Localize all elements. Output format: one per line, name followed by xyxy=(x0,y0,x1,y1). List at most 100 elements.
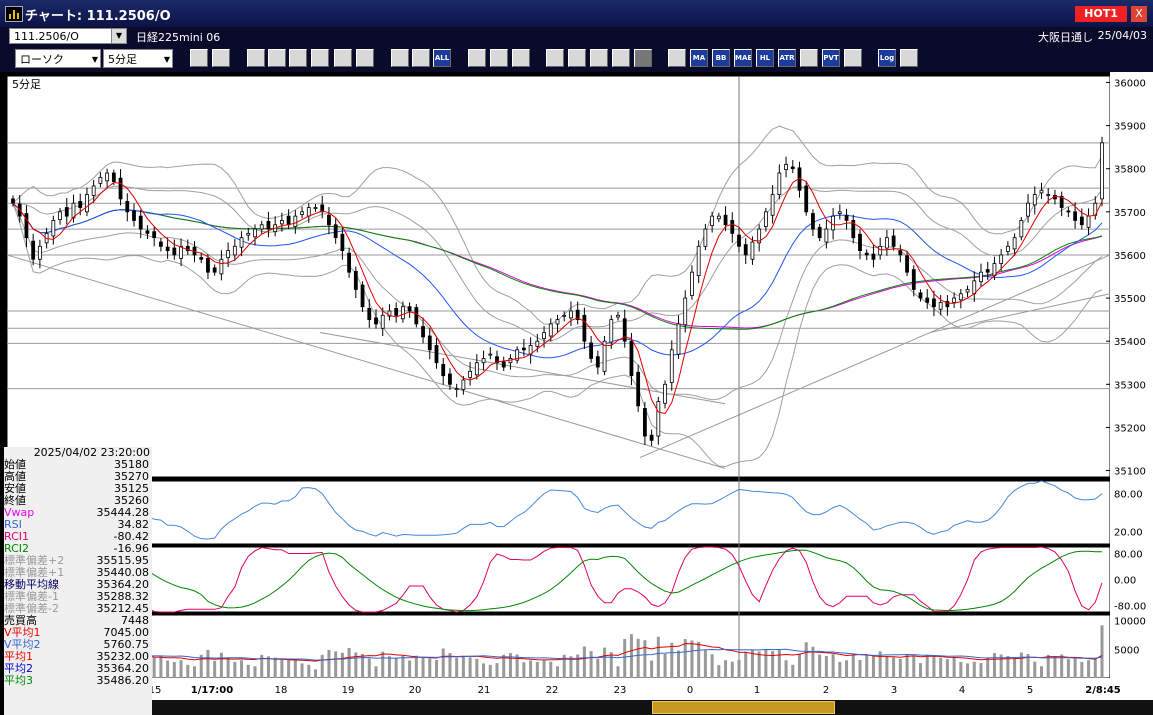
wrench-icon[interactable] xyxy=(490,49,508,67)
volume-bar xyxy=(811,646,815,678)
time-axis-label: 2/8:45 xyxy=(1085,685,1121,696)
chevron-down-icon[interactable]: ▼ xyxy=(111,29,126,43)
symbol-value: 111.2506/O xyxy=(14,30,79,43)
memo-icon[interactable] xyxy=(334,49,352,67)
volume-bar xyxy=(784,660,788,678)
rci2-line xyxy=(12,549,1103,613)
data-row-label: 終値 xyxy=(4,494,26,507)
candle-body xyxy=(259,224,264,230)
volume-bar xyxy=(576,654,580,678)
volume-bar xyxy=(1046,654,1050,678)
candle-body xyxy=(306,207,311,217)
candle-body xyxy=(817,226,822,239)
candle-body xyxy=(609,319,614,343)
volume-bar xyxy=(945,659,949,678)
candle-body xyxy=(374,317,378,325)
price-axis-label: 35700 xyxy=(1114,208,1146,219)
volume-bar xyxy=(266,656,270,678)
volume-bar xyxy=(959,661,963,678)
volume-bar xyxy=(603,647,607,678)
data-row-value: 35180 xyxy=(114,458,149,471)
volume-bar xyxy=(461,655,465,678)
trash-icon[interactable] xyxy=(356,49,374,67)
chart-type-select[interactable]: ローソク ▼ xyxy=(15,49,101,68)
symbol-input[interactable]: 111.2506/O ▼ xyxy=(9,28,127,44)
mae-icon[interactable]: MAE xyxy=(734,49,752,67)
volume-bar xyxy=(455,657,459,678)
data-row: 高値 35270 xyxy=(4,471,152,483)
data-row-label: 始値 xyxy=(4,458,26,471)
time-axis-label: 23 xyxy=(614,685,627,696)
eraser-icon[interactable] xyxy=(268,49,286,67)
candle-body xyxy=(320,204,325,213)
volume-bar xyxy=(367,658,371,678)
candle-body xyxy=(347,252,352,273)
candle-body xyxy=(172,247,177,256)
data-row-label: 標準偏差+1 xyxy=(4,566,65,579)
magnifier-icon[interactable] xyxy=(568,49,586,67)
log-icon[interactable]: Log xyxy=(878,49,896,67)
atr-icon[interactable]: ATR xyxy=(778,49,796,67)
color-icon[interactable] xyxy=(512,49,530,67)
rci-axis-label: 80.00 xyxy=(1114,550,1143,561)
close-button[interactable]: X xyxy=(1131,6,1147,22)
volume-bar xyxy=(172,661,176,678)
candle-body xyxy=(575,309,580,321)
hand-icon[interactable] xyxy=(546,49,564,67)
time-scrollbar[interactable] xyxy=(152,700,1153,715)
data-row-value: 35260 xyxy=(114,494,149,507)
volume-bar xyxy=(394,657,398,678)
candle-body xyxy=(690,271,694,296)
hot-button[interactable]: HOT1 xyxy=(1075,6,1127,22)
export-icon[interactable] xyxy=(900,49,918,67)
square-icon[interactable] xyxy=(844,49,862,67)
volume-bar xyxy=(724,660,728,678)
chart-area[interactable]: 36000 35900 35800 35700 35600 35500 35400 35300… xyxy=(0,72,1153,715)
settings-icon[interactable] xyxy=(468,49,486,67)
zoom-icon[interactable] xyxy=(190,49,208,67)
interval-select[interactable]: 5分足 ▼ xyxy=(103,49,173,68)
volume-bar xyxy=(408,660,412,678)
grid-icon[interactable] xyxy=(668,49,686,67)
candle-body xyxy=(898,250,903,256)
vp-icon[interactable] xyxy=(800,49,818,67)
volume-bar xyxy=(1060,654,1064,678)
candle-body xyxy=(999,254,1004,264)
candle-body xyxy=(884,237,889,249)
volume-bar xyxy=(260,654,264,678)
candle-body xyxy=(1032,194,1037,206)
candle-body xyxy=(1066,210,1071,213)
candle-body xyxy=(1039,189,1044,194)
candle-body xyxy=(972,280,977,295)
hl-icon[interactable]: HL xyxy=(756,49,774,67)
all-icon[interactable]: ALL xyxy=(433,49,451,67)
window-icon[interactable] xyxy=(212,49,230,67)
ma-icon[interactable]: MA xyxy=(690,49,708,67)
volume-bar xyxy=(925,654,929,678)
line-draw-icon[interactable] xyxy=(311,49,329,67)
data-row: 移動平均線 35364.20 xyxy=(4,579,152,591)
volume-bar xyxy=(892,657,896,678)
cursor-icon[interactable] xyxy=(289,49,307,67)
candle-body xyxy=(871,253,876,260)
bb-icon[interactable]: BB xyxy=(712,49,730,67)
candle-body xyxy=(864,252,869,256)
pvt-icon[interactable]: PVT xyxy=(822,49,840,67)
candle-body xyxy=(622,318,627,342)
candle-body xyxy=(313,207,318,209)
cross-icon[interactable] xyxy=(612,49,630,67)
volume-bar xyxy=(757,651,761,678)
pencil-icon[interactable] xyxy=(247,49,265,67)
bar-icon[interactable] xyxy=(590,49,608,67)
time-axis-label: 5 xyxy=(1027,685,1033,696)
candle-add-icon[interactable] xyxy=(391,49,409,67)
blank-icon[interactable] xyxy=(634,49,652,67)
ma-long-line xyxy=(12,202,1103,330)
candle-body xyxy=(58,211,62,220)
candle-body xyxy=(656,401,661,437)
candle-body xyxy=(293,215,298,227)
volume-bar xyxy=(387,656,391,678)
volume-bar xyxy=(562,654,566,678)
scrollbar-thumb[interactable] xyxy=(652,701,835,714)
candle-remove-icon[interactable] xyxy=(412,49,430,67)
